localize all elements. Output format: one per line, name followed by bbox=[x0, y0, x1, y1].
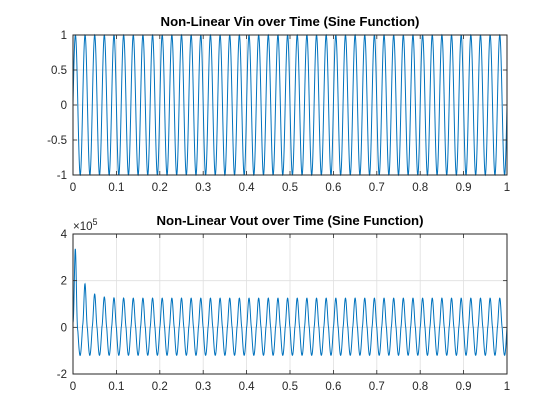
vout-y-tick-label: 0 bbox=[61, 322, 67, 334]
vout-x-tick-label: 0.2 bbox=[152, 381, 168, 393]
vin-series bbox=[72, 33, 508, 177]
vin-y-tick-label: 1 bbox=[61, 30, 67, 42]
vout-x-tick-label: 0.4 bbox=[239, 381, 256, 393]
vout-y-exponent: ×105 bbox=[73, 217, 98, 233]
vin-series-line bbox=[72, 33, 508, 177]
vin-y-tick-label: 0.5 bbox=[51, 65, 67, 77]
vout-x-tick-label: 1 bbox=[504, 381, 510, 393]
vout-x-tick-label: 0.7 bbox=[369, 381, 385, 393]
vin-x-tick-label: 0.5 bbox=[282, 182, 298, 194]
vin-x-tick-label: 0.1 bbox=[108, 182, 124, 194]
vin-x-tick-label: 0.2 bbox=[152, 182, 168, 194]
vout-y-tick-label: 2 bbox=[61, 276, 67, 288]
vin-x-tick-label: 0.3 bbox=[195, 182, 211, 194]
vout-series bbox=[72, 248, 508, 357]
vout-exponent-power: 5 bbox=[93, 217, 98, 227]
vin-x-tick-label: 1 bbox=[504, 182, 510, 194]
vin-x-tick-label: 0.7 bbox=[369, 182, 385, 194]
vout-series-line bbox=[72, 248, 508, 357]
vout-axes: Non-Linear Vout over Time (Sine Function… bbox=[57, 213, 510, 393]
vin-x-tick-label: 0.8 bbox=[412, 182, 428, 194]
vin-y-ticks: -1 -0.5 0 0.5 1 bbox=[47, 30, 507, 182]
vout-x-ticks: 0 0.1 0.2 0.3 0.4 0.5 0.6 0.7 0.8 0.9 1 bbox=[70, 234, 510, 393]
vin-x-ticks: 0 0.1 0.2 0.3 0.4 0.5 0.6 0.7 0.8 0.9 1 bbox=[70, 35, 510, 194]
vin-x-tick-label: 0.4 bbox=[239, 182, 256, 194]
vout-exponent-base: ×10 bbox=[73, 221, 93, 233]
vout-x-tick-label: 0 bbox=[70, 381, 76, 393]
vout-y-tick-label: -2 bbox=[57, 369, 67, 381]
vin-y-tick-label: 0 bbox=[61, 100, 67, 112]
vin-axes: Non-Linear Vin over Time (Sine Function)… bbox=[47, 14, 510, 194]
vout-x-tick-label: 0.9 bbox=[456, 381, 472, 393]
vin-y-tick-label: -0.5 bbox=[47, 135, 67, 147]
vin-y-tick-label: -1 bbox=[57, 170, 67, 182]
vin-x-tick-label: 0.6 bbox=[325, 182, 341, 194]
vout-x-tick-label: 0.5 bbox=[282, 381, 298, 393]
vout-title: Non-Linear Vout over Time (Sine Function… bbox=[157, 213, 424, 228]
vout-y-ticks: -2 0 2 4 bbox=[57, 229, 507, 381]
vin-x-tick-label: 0 bbox=[70, 182, 76, 194]
vout-x-tick-label: 0.1 bbox=[108, 381, 124, 393]
vin-title: Non-Linear Vin over Time (Sine Function) bbox=[161, 14, 420, 29]
vin-x-tick-label: 0.9 bbox=[456, 182, 472, 194]
vout-x-tick-label: 0.3 bbox=[195, 381, 211, 393]
vout-x-tick-label: 0.8 bbox=[412, 381, 428, 393]
vout-x-tick-label: 0.6 bbox=[325, 381, 341, 393]
vout-y-tick-label: 4 bbox=[61, 229, 68, 241]
